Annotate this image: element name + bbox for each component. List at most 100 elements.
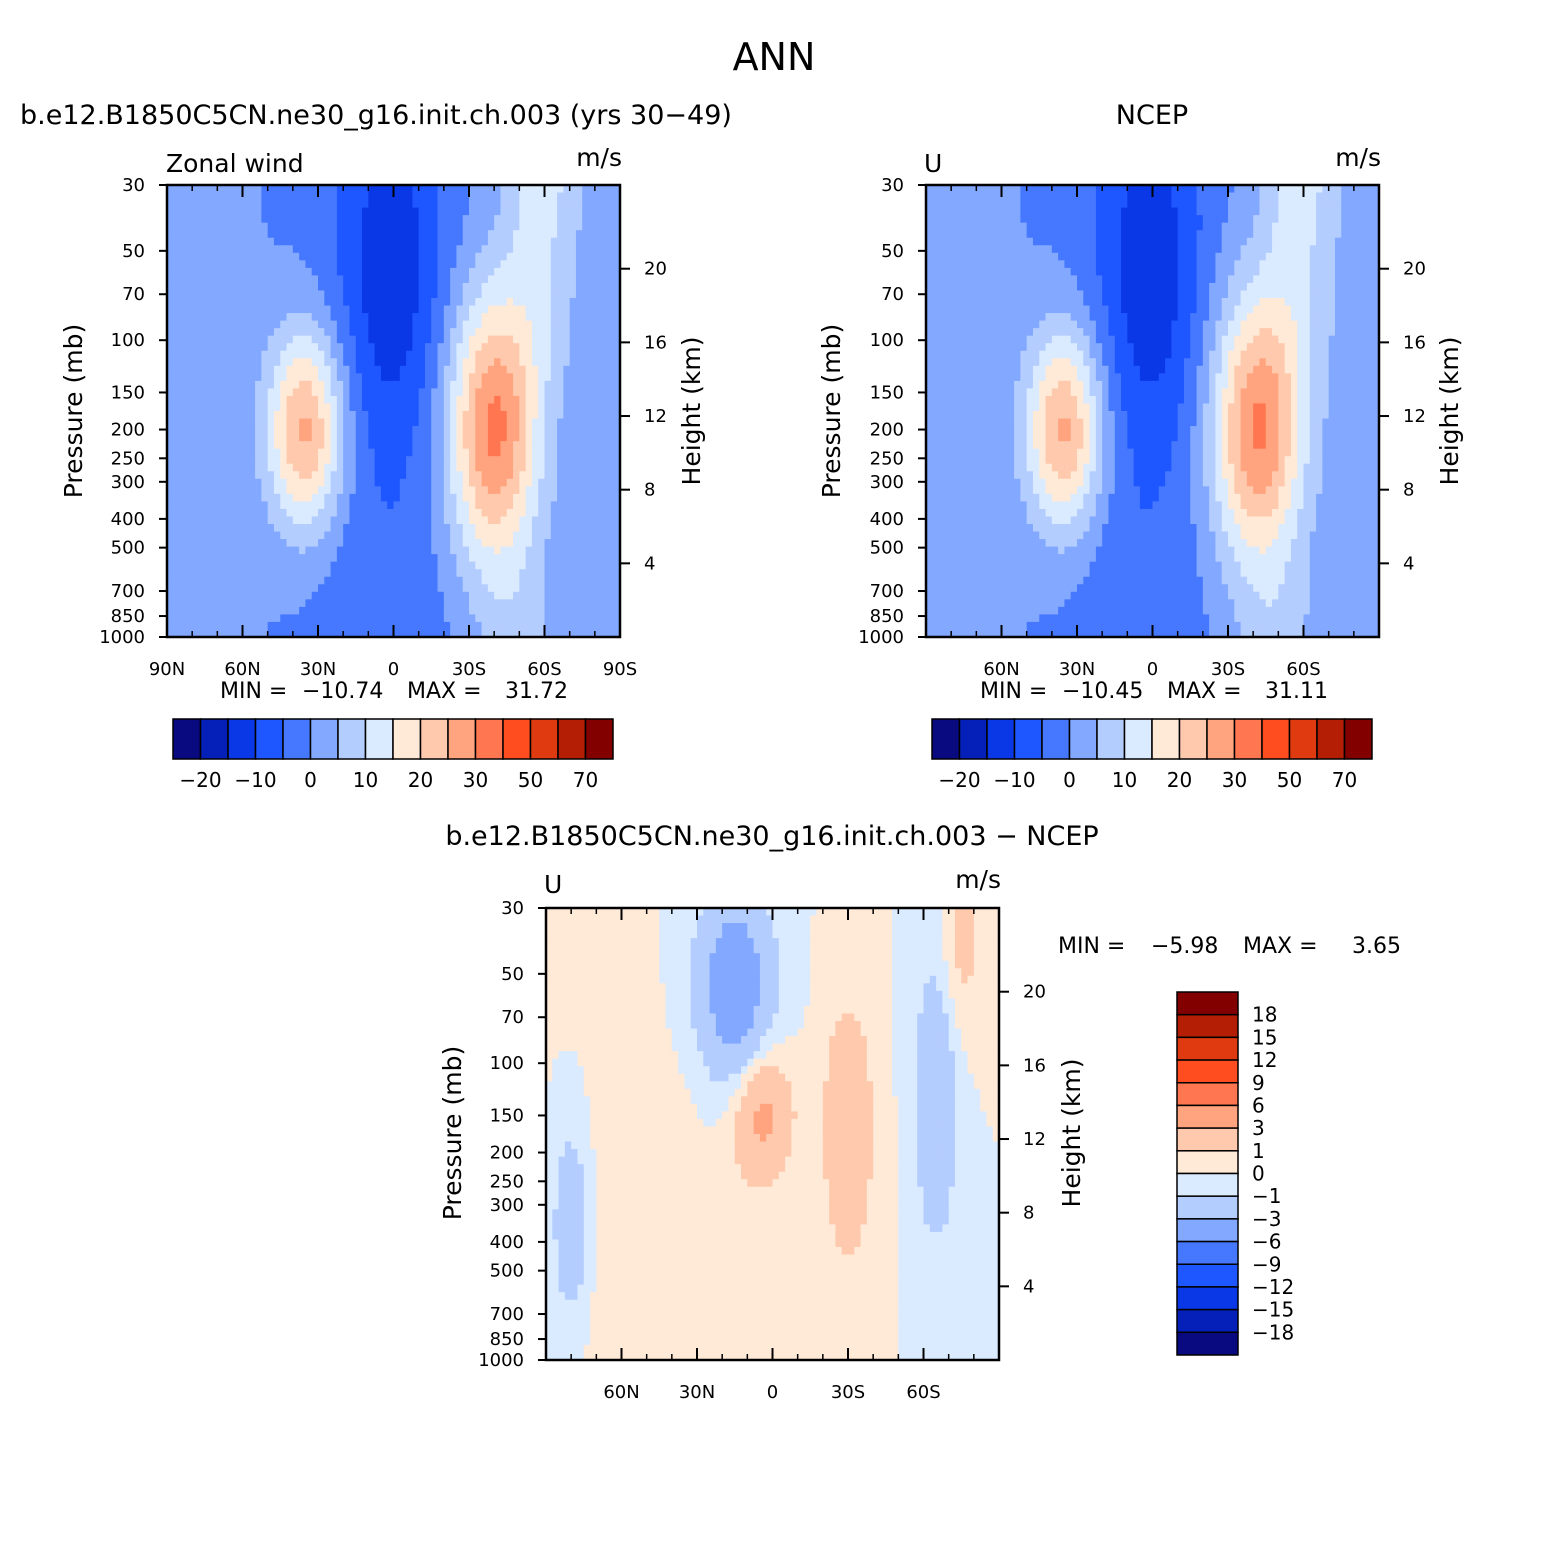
field-cell [374,350,382,359]
field-cell [185,501,193,510]
field-cell [236,471,244,480]
field-cell [601,215,609,224]
field-cell [1077,185,1084,194]
field-cell [399,508,407,518]
field-cell [387,433,395,442]
field-cell [374,275,382,284]
field-cell [988,222,996,231]
field-cell [594,441,602,450]
field-cell [412,576,420,585]
field-cell [569,539,577,548]
field-cell [424,260,432,269]
field-cell [185,373,193,382]
field-cell [563,508,571,518]
field-cell [362,380,369,389]
field-cell [292,448,300,457]
field-cell [944,207,952,216]
field-cell [1139,215,1147,224]
field-cell [236,350,244,359]
field-cell [406,237,413,246]
field-cell [261,185,269,194]
field-cell [575,282,583,292]
field-cell [1108,215,1116,224]
field-cell [500,606,508,615]
field-cell [380,411,388,420]
field-cell [519,290,527,299]
field-cell [380,418,388,427]
field-cell [330,365,338,374]
field-cell [1215,215,1223,224]
field-cell [412,501,420,510]
field-cell [299,328,307,337]
field-cell [299,403,307,412]
field-cell [469,267,476,276]
field-cell [437,471,445,480]
field-cell [525,320,533,329]
field-cell [601,207,609,216]
field-cell [462,591,470,600]
field-cell [273,606,281,615]
field-cell [544,629,552,638]
field-cell [550,501,558,510]
field-cell [431,561,439,570]
field-cell [462,584,470,593]
field-cell [242,478,250,487]
field-cell [267,328,275,337]
field-cell [500,207,508,216]
field-cell [1303,185,1311,194]
field-cell [349,629,357,638]
field-cell [1297,200,1305,209]
field-cell [349,267,357,276]
field-cell [368,298,376,307]
field-cell [588,606,596,615]
field-cell [525,448,533,457]
field-cell [349,546,357,555]
field-cell [1039,222,1047,231]
field-cell [198,335,206,344]
field-cell [292,252,300,261]
field-cell [185,350,193,359]
field-cell [456,629,464,638]
field-cell [487,215,495,224]
field-cell [286,569,294,578]
field-cell [481,539,489,548]
field-cell [318,418,325,427]
field-cell [330,501,338,510]
field-cell [462,192,470,201]
field-cell [362,629,369,638]
field-cell [286,531,294,540]
field-cell [261,614,269,623]
field-cell [424,606,432,615]
field-cell [1341,200,1349,209]
field-cell [1108,207,1116,216]
field-cell [185,305,193,314]
field-cell [601,561,609,570]
field-cell [299,554,307,563]
field-cell [475,471,483,480]
field-cell [242,463,250,472]
field-cell [613,531,621,540]
field-cell [412,411,420,420]
field-cell [324,576,332,585]
field-cell [437,621,445,631]
field-cell [418,516,426,525]
field-cell [418,433,426,442]
field-cell [601,621,609,631]
field-cell [437,599,445,608]
field-cell [418,471,426,480]
field-cell [550,591,558,600]
field-cell [280,230,288,239]
field-cell [544,614,552,623]
field-cell [569,621,577,631]
field-cell [487,614,495,623]
field-cell [229,606,237,615]
field-cell [211,222,218,231]
field-cell [380,531,388,540]
field-cell [513,456,520,465]
field-cell [362,411,369,420]
field-cell [167,426,174,435]
field-cell [481,554,489,563]
field-cell [248,230,256,239]
field-cell [280,215,288,224]
field-cell [355,358,363,367]
